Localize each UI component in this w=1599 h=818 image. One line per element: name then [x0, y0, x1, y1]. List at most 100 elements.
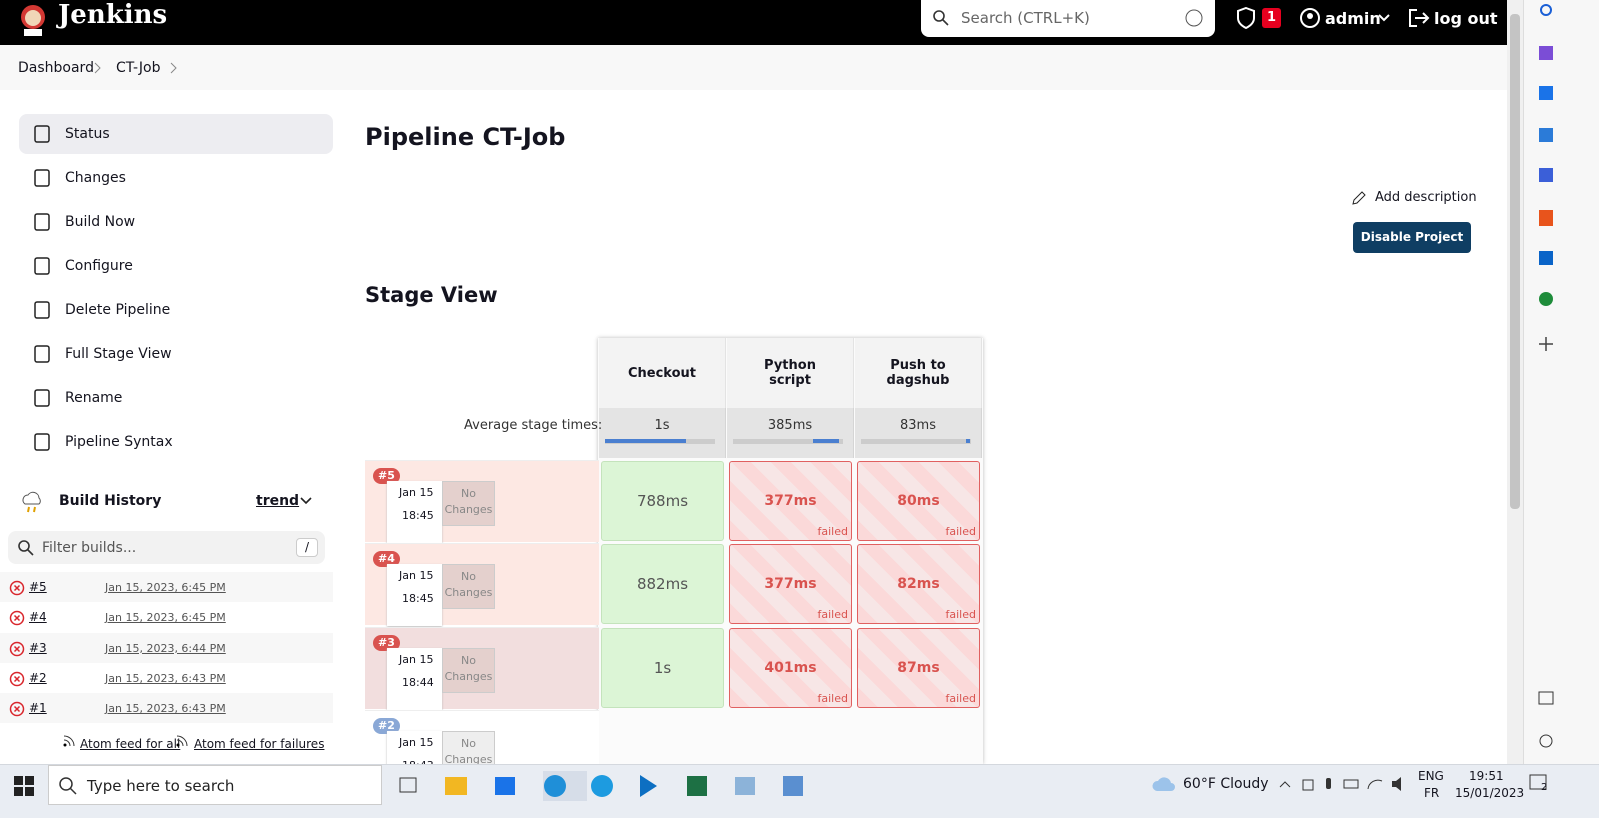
failed-icon — [9, 580, 25, 596]
disable-button[interactable]: Disable Project — [1353, 222, 1471, 253]
stage-status: failed — [945, 525, 976, 538]
stage-cell[interactable]: 1s — [601, 628, 724, 708]
trend-link[interactable]: trend — [256, 493, 300, 509]
breadcrumb[interactable]: CT-Job — [116, 60, 161, 76]
clock-time[interactable]: 19:51 — [1469, 769, 1504, 783]
progress-bar — [813, 439, 839, 443]
build-date[interactable]: Jan 15, 2023, 6:43 PM — [105, 671, 226, 685]
build-date[interactable]: Jan 15, 2023, 6:45 PM — [105, 581, 226, 594]
sidebar-icons[interactable] — [1524, 0, 1570, 764]
notification-icon[interactable] — [1528, 773, 1550, 795]
no-changes[interactable]: No Changes — [442, 564, 495, 609]
stage-cell[interactable]: 80ms failed — [857, 461, 980, 541]
user-name[interactable]: admin — [1325, 9, 1381, 28]
run-badge[interactable]: #4 — [373, 551, 400, 567]
alert-count[interactable]: 1 — [1262, 8, 1281, 28]
taskbar-search[interactable]: Type here to search — [48, 765, 382, 805]
build-id[interactable]: #4 — [29, 610, 47, 625]
run-time: 18:44 — [402, 676, 434, 689]
no-changes[interactable]: No Changes — [442, 481, 495, 526]
rss-icon — [176, 735, 188, 747]
feed-link[interactable]: Atom feed for all — [80, 737, 181, 751]
browser-sidebar — [1523, 0, 1599, 764]
filter-placeholder: Filter builds... — [42, 540, 137, 556]
stage-time: 401ms — [764, 660, 817, 676]
sidebar-icon — [34, 125, 50, 143]
sidebar-item[interactable]: Delete Pipeline — [19, 290, 333, 330]
run-row: #5 Jan 15 18:45 No Changes — [365, 460, 599, 543]
run-row: #3 Jan 15 18:44 No Changes — [365, 627, 599, 710]
build-row: #2 Jan 15, 2023, 6:43 PM — [0, 663, 333, 693]
start-button[interactable] — [14, 776, 34, 796]
sidebar-item[interactable]: Build Now — [19, 202, 333, 242]
sidebar-item[interactable]: Pipeline Syntax — [19, 422, 333, 462]
build-date[interactable]: Jan 15, 2023, 6:45 PM — [105, 611, 226, 625]
sidebar-label: Delete Pipeline — [65, 302, 171, 318]
keyboard-layout[interactable]: FR — [1424, 786, 1440, 800]
average-time: 385ms — [727, 408, 854, 458]
build-history-title: Build History — [59, 493, 162, 509]
build-id[interactable]: #5 — [29, 580, 47, 594]
sidebar-icon — [34, 213, 50, 231]
search-box[interactable]: Search (CTRL+K) — [921, 0, 1215, 37]
average-label: Average stage times: — [464, 418, 603, 433]
taskbar-apps[interactable] — [395, 771, 825, 801]
shield-icon[interactable] — [1236, 7, 1256, 29]
stage-cell[interactable]: 788ms — [601, 461, 724, 541]
stage-cell[interactable]: 87ms failed — [857, 628, 980, 708]
tray-icons[interactable] — [1276, 775, 1416, 795]
stage-time: 377ms — [764, 576, 817, 592]
chevron[interactable] — [300, 496, 312, 506]
weather-icon — [22, 491, 41, 513]
clock-date[interactable]: 15/01/2023 — [1455, 786, 1525, 800]
run-row: #4 Jan 15 18:45 No Changes — [365, 543, 599, 626]
stage-status: failed — [945, 608, 976, 621]
logout[interactable]: log out — [1434, 9, 1498, 28]
build-id[interactable]: #2 — [29, 670, 47, 685]
sidebar-icon — [34, 433, 50, 451]
run-badge[interactable]: #2 — [373, 718, 400, 734]
stage-cell[interactable]: 401ms failed — [729, 628, 852, 708]
run-date: Jan 15 — [399, 569, 434, 582]
sidebar-label: Full Stage View — [65, 346, 172, 362]
stage-cell[interactable]: 882ms — [601, 544, 724, 624]
stage-status: failed — [817, 525, 848, 538]
filter-box[interactable]: Filter builds... / — [8, 531, 325, 564]
scroll-thumb[interactable] — [1510, 14, 1520, 509]
sidebar-item[interactable]: Status — [19, 114, 333, 154]
language[interactable]: ENG — [1418, 769, 1444, 783]
breadcrumb-bar: Dashboard CT-Job — [0, 45, 1507, 90]
feed-link[interactable]: Atom feed for failures — [194, 737, 325, 751]
brand[interactable]: Jenkins — [58, 0, 168, 30]
run-time: 18:45 — [402, 592, 434, 605]
run-badge[interactable]: #3 — [373, 635, 400, 651]
sidebar-item[interactable]: Configure — [19, 246, 333, 286]
stage-status: failed — [817, 692, 848, 705]
stage-cell[interactable]: 377ms failed — [729, 461, 852, 541]
logout-icon — [1409, 9, 1430, 27]
sidebar-icon — [34, 389, 50, 407]
stage-status: failed — [817, 608, 848, 621]
sidebar-item[interactable]: Full Stage View — [19, 334, 333, 374]
build-id[interactable]: #1 — [29, 701, 47, 716]
sidebar-item[interactable]: Changes — [19, 158, 333, 198]
run-date: Jan 15 — [399, 486, 434, 499]
notification-count[interactable]: 2 — [1541, 782, 1548, 793]
build-id[interactable]: #3 — [29, 640, 47, 655]
stage-status: failed — [945, 692, 976, 705]
separator — [170, 62, 177, 74]
weather[interactable]: 60°F Cloudy — [1183, 776, 1269, 792]
stage-cell[interactable]: 377ms failed — [729, 544, 852, 624]
build-date[interactable]: Jan 15, 2023, 6:43 PM — [105, 702, 226, 716]
no-changes[interactable]: No Changes — [442, 648, 495, 693]
stage-cell[interactable]: 82ms failed — [857, 544, 980, 624]
add-description[interactable]: Add description — [1375, 190, 1477, 205]
sidebar-item[interactable]: Rename — [19, 378, 333, 418]
breadcrumb[interactable]: Dashboard — [18, 60, 94, 76]
help-icon[interactable] — [1185, 9, 1203, 27]
run-date-box — [387, 564, 442, 626]
run-badge[interactable]: #5 — [373, 468, 400, 484]
scrollbar[interactable] — [1507, 0, 1523, 764]
build-date[interactable]: Jan 15, 2023, 6:44 PM — [105, 641, 226, 655]
header: Jenkins Search (CTRL+K) 1 admin log out — [0, 0, 1507, 45]
